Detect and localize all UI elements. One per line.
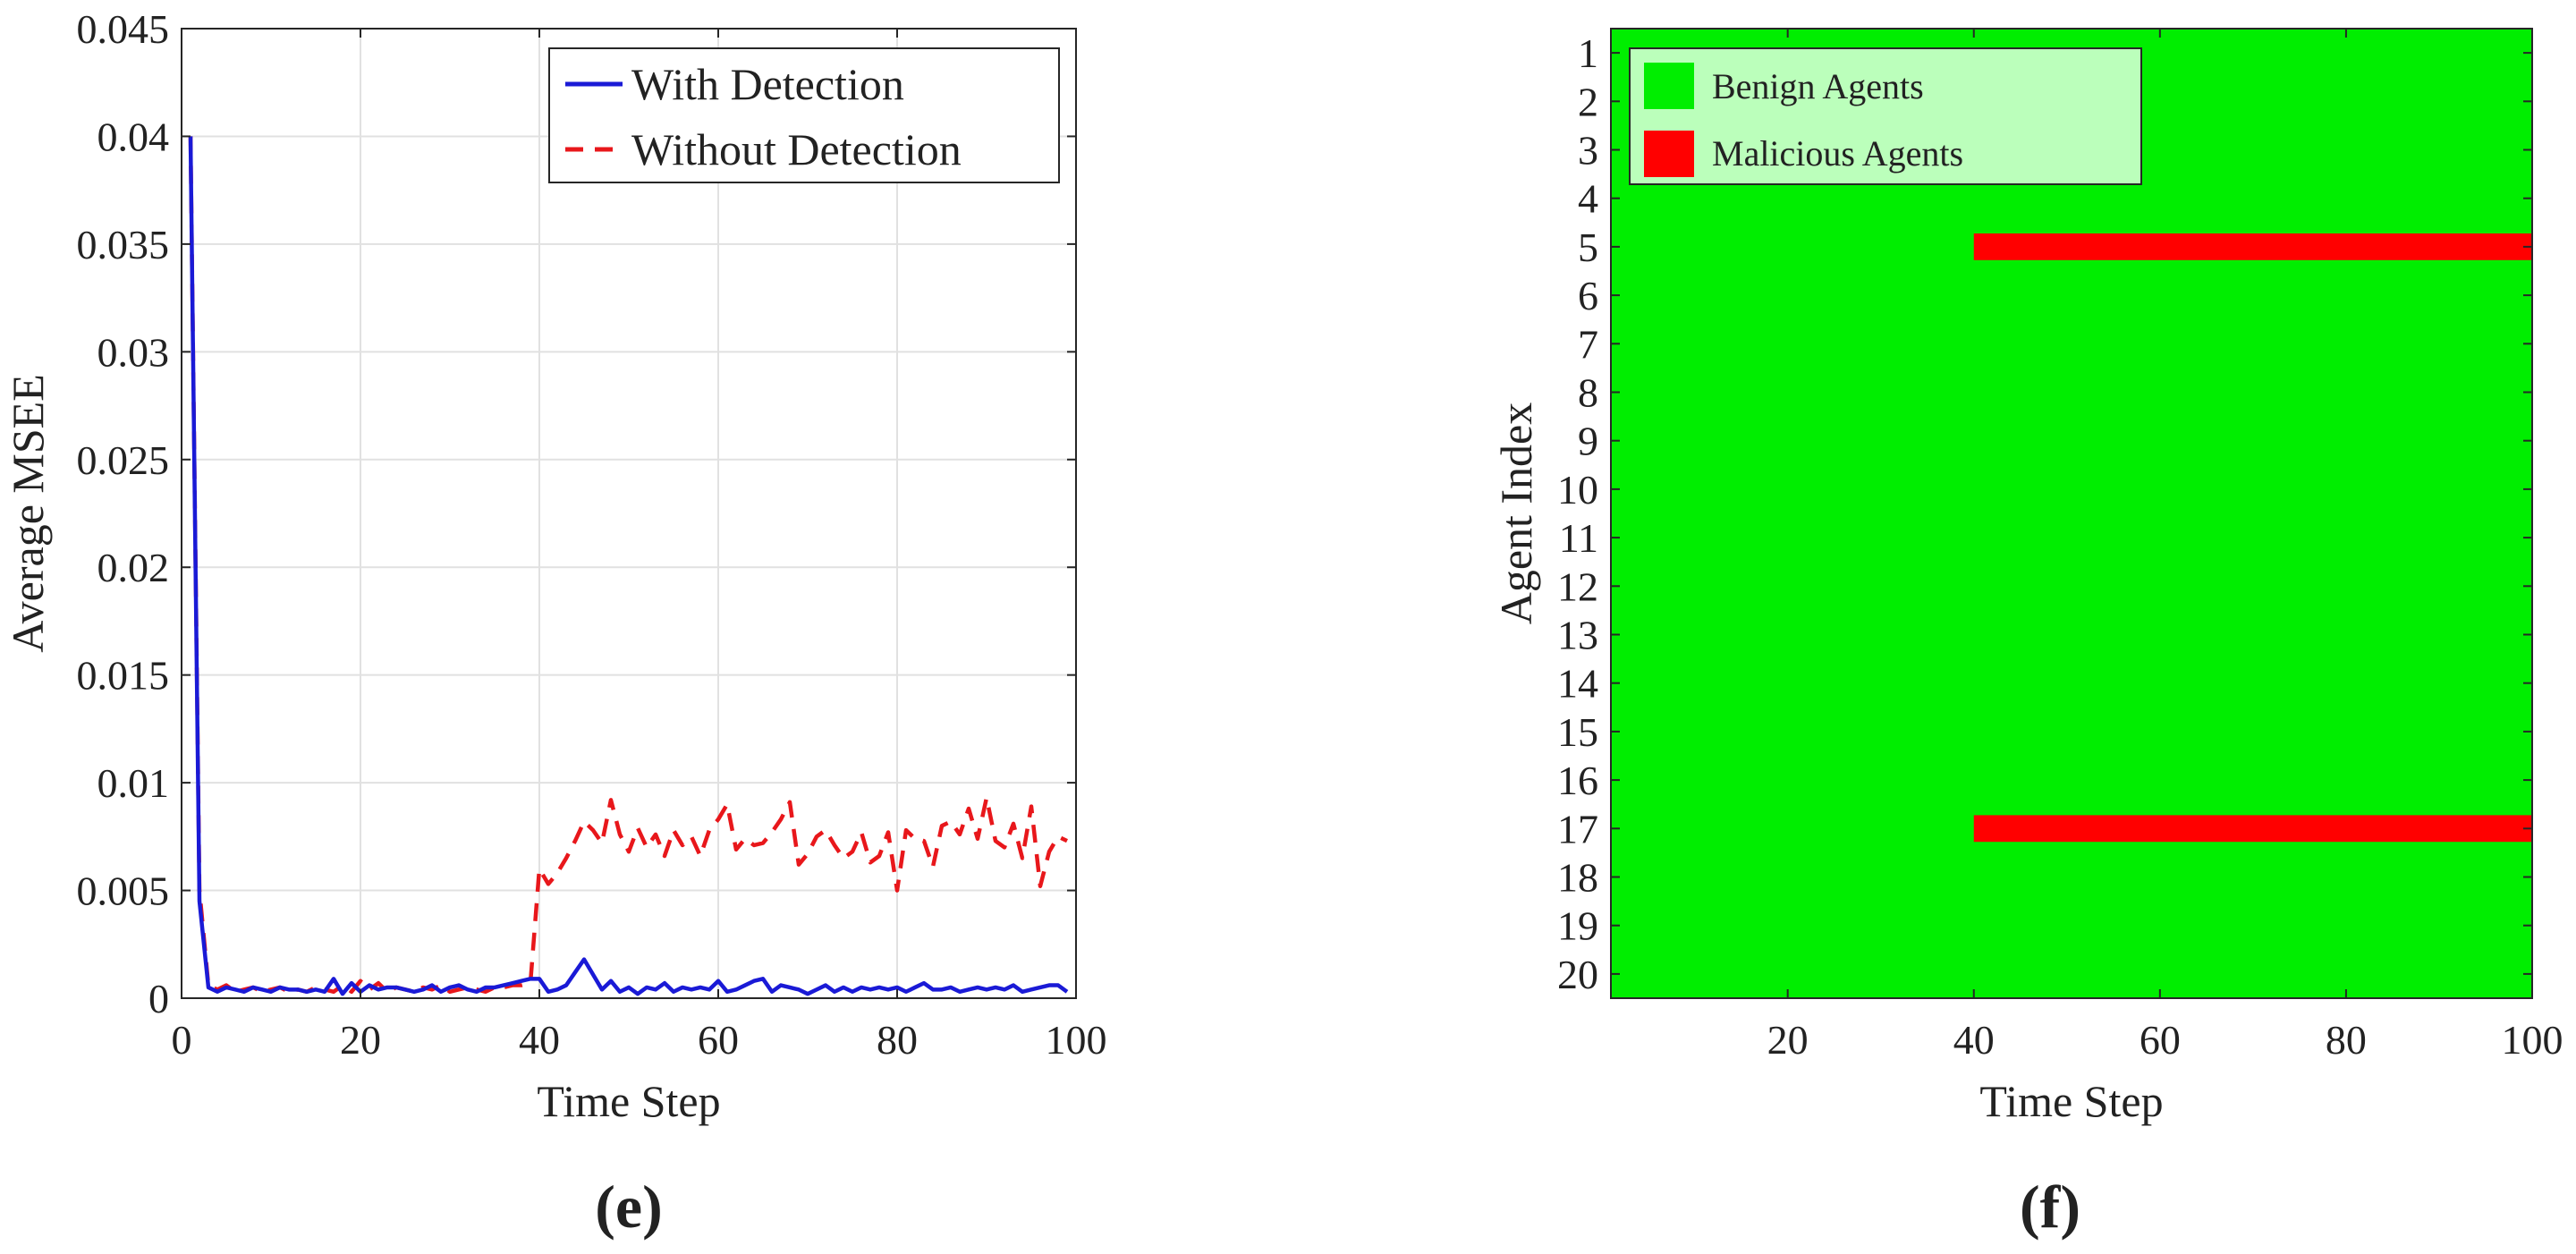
f-y-tick-label: 11 xyxy=(1559,515,1598,561)
e-legend: With Detection Without Detection xyxy=(548,47,1060,183)
f-y-tick-label: 20 xyxy=(1557,952,1598,997)
f-x-tick-label: 20 xyxy=(1767,1017,1809,1063)
f-malicious-bar-agent-5 xyxy=(1973,233,2532,260)
f-legend-swatch-benign xyxy=(1644,63,1694,109)
f-y-tick-label: 4 xyxy=(1578,176,1598,222)
e-series xyxy=(188,136,1069,996)
e-y-tick-label: 0.015 xyxy=(77,653,170,699)
f-y-tick-label: 3 xyxy=(1578,128,1598,174)
f-y-tick-label: 15 xyxy=(1557,709,1598,755)
e-y-tick-label: 0.03 xyxy=(97,329,170,375)
e-caption-letter: e xyxy=(615,1173,642,1241)
f-x-tick-label: 80 xyxy=(2326,1017,2367,1063)
f-malicious-bar-agent-17 xyxy=(1973,815,2532,843)
f-y-tick-label: 14 xyxy=(1557,661,1598,707)
e-y-tick-label: 0.045 xyxy=(77,6,170,52)
e-series-line-without-detection xyxy=(188,136,1068,995)
e-x-tick-label: 0 xyxy=(172,1017,192,1063)
e-y-tick-label: 0 xyxy=(148,976,169,1021)
f-legend-box xyxy=(1629,47,2142,185)
f-segments xyxy=(1973,233,2532,843)
e-y-tick-label: 0.035 xyxy=(77,222,170,267)
f-ticks xyxy=(1611,29,2533,998)
e-plot-frame xyxy=(181,28,1077,999)
f-legend-label-malicious: Malicious Agents xyxy=(1712,133,1963,174)
f-y-tick-label: 6 xyxy=(1578,273,1598,318)
f-plot-frame xyxy=(1610,28,2533,999)
f-y-tick-label: 7 xyxy=(1578,321,1598,367)
f-caption-letter: f xyxy=(2040,1173,2062,1241)
f-x-axis-label: Time Step xyxy=(1979,1076,2163,1126)
f-y-tick-label: 17 xyxy=(1557,806,1598,852)
e-y-axis-label: Average MSEE xyxy=(3,374,53,652)
f-legend-swatch-malicious xyxy=(1644,131,1694,177)
f-y-tick-label: 2 xyxy=(1578,79,1598,124)
f-y-tick-label: 9 xyxy=(1578,419,1598,464)
f-y-axis-label: Agent Index xyxy=(1491,402,1541,625)
f-y-tick-label: 12 xyxy=(1557,563,1598,609)
f-y-tick-label: 19 xyxy=(1557,903,1598,949)
e-series-line-with-detection xyxy=(188,136,1069,996)
f-x-tick-label: 100 xyxy=(2502,1017,2563,1063)
f-y-tick-label: 8 xyxy=(1578,370,1598,416)
f-y-tick-label: 13 xyxy=(1557,613,1598,658)
f-xticklabels: 20 40 60 80 100 xyxy=(1767,1017,2563,1063)
f-y-tick-label: 16 xyxy=(1557,758,1598,803)
f-y-tick-label: 1 xyxy=(1578,30,1598,76)
e-x-tick-label: 100 xyxy=(1046,1017,1107,1063)
e-x-tick-label: 20 xyxy=(340,1017,381,1063)
e-y-tick-label: 0.005 xyxy=(77,868,170,914)
e-legend-label-with-detection: With Detection xyxy=(631,59,904,109)
f-legend-label-benign: Benign Agents xyxy=(1712,66,1924,106)
e-y-tick-label: 0.02 xyxy=(97,545,170,590)
e-y-tick-label: 0.01 xyxy=(97,760,170,806)
f-legend: Benign Agents Malicious Agents xyxy=(1629,47,2142,185)
e-legend-label-without-detection: Without Detection xyxy=(631,124,962,174)
chart-e: 0 0.005 0.01 0.015 0.02 0.025 0.03 0.035 0.04 0.0… xyxy=(3,6,1107,1241)
e-x-axis-label: Time Step xyxy=(537,1076,720,1126)
e-legend-box xyxy=(548,47,1060,183)
f-y-tick-label: 5 xyxy=(1578,225,1598,270)
f-caption: (f) xyxy=(2020,1173,2080,1241)
f-x-tick-label: 40 xyxy=(1953,1017,1995,1063)
e-caption: (e) xyxy=(595,1173,663,1241)
e-y-tick-label: 0.04 xyxy=(97,114,170,159)
e-y-tick-label: 0.025 xyxy=(77,437,170,483)
f-x-tick-label: 60 xyxy=(2140,1017,2181,1063)
f-y-tick-label: 10 xyxy=(1557,467,1598,513)
e-ticks xyxy=(181,28,1077,999)
e-x-tick-label: 40 xyxy=(519,1017,560,1063)
e-x-tick-label: 60 xyxy=(698,1017,739,1063)
e-xticklabels: 0 20 40 60 80 100 xyxy=(172,1017,1107,1063)
e-x-tick-label: 80 xyxy=(877,1017,918,1063)
e-yticklabels: 0 0.005 0.01 0.015 0.02 0.025 0.03 0.035 0.04 0.0… xyxy=(77,6,170,1021)
f-y-tick-label: 18 xyxy=(1557,855,1598,901)
